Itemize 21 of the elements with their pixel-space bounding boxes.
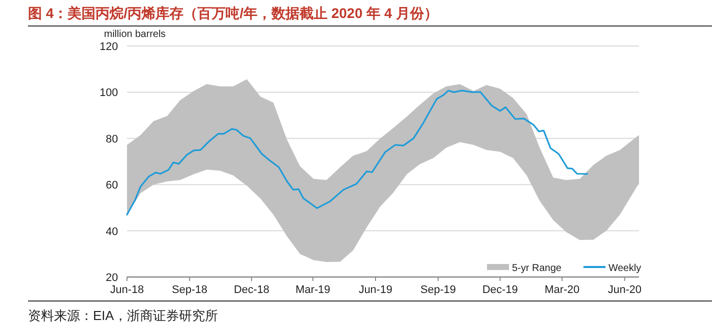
y-tick-label: 20 (106, 272, 118, 284)
x-tick-label: Jun-20 (608, 284, 642, 296)
x-tick-label: Mar-20 (544, 284, 580, 296)
chart-title: 图 4：美国丙烷/丙烯库存（百万吨/年，数据截止 2020 年 4 月份） (28, 5, 438, 21)
y-tick-label: 40 (106, 226, 118, 238)
y-axis-title: million barrels (104, 29, 166, 40)
line-series (126, 90, 588, 216)
legend-label: 5-yr Range (512, 263, 562, 274)
x-tick-label: Dec-18 (234, 284, 270, 296)
y-tick-label: 120 (100, 41, 118, 53)
x-tick-label: Mar-19 (295, 284, 330, 296)
legend-label: Weekly (608, 263, 642, 274)
y-tick-label: 100 (100, 87, 118, 100)
x-tick-label: Sep-18 (172, 284, 208, 296)
x-tick-label: Dec-19 (482, 284, 518, 296)
y-tick-label: 80 (106, 133, 118, 146)
x-tick-label: Sep-19 (420, 284, 456, 296)
x-tick-label: Jun-18 (110, 284, 144, 296)
x-tick-label: Jun-19 (358, 284, 392, 296)
y-tick-label: 60 (106, 180, 118, 192)
text: 资料来源：EIA，浙商证券研究所 (28, 308, 218, 323)
